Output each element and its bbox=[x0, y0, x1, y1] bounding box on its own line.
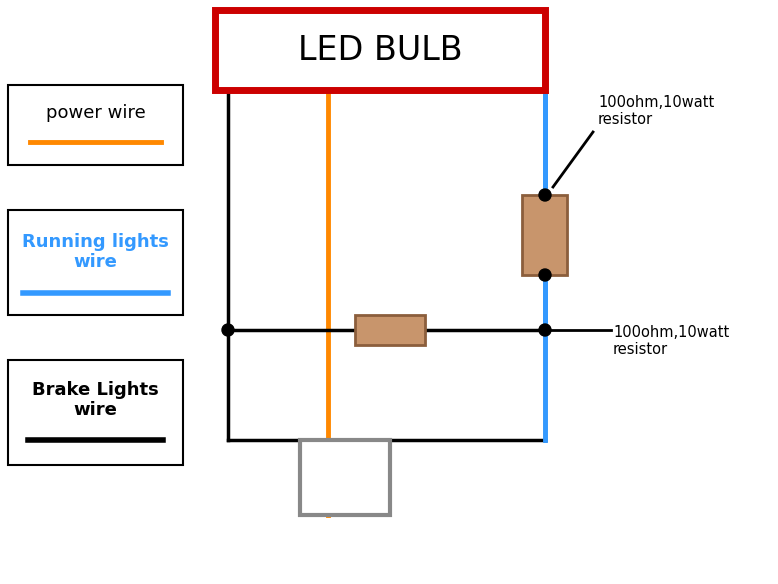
Bar bbox=[523, 195, 567, 275]
Circle shape bbox=[539, 269, 551, 281]
Bar bbox=[215, 10, 545, 90]
Text: Brake Lights
wire: Brake Lights wire bbox=[32, 381, 159, 419]
Text: 100ohm,10watt
resistor: 100ohm,10watt resistor bbox=[598, 95, 714, 127]
Text: LED BULB: LED BULB bbox=[298, 33, 462, 67]
Text: Running lights
wire: Running lights wire bbox=[22, 232, 169, 272]
Bar bbox=[8, 210, 183, 315]
Circle shape bbox=[222, 324, 234, 336]
Bar bbox=[300, 440, 390, 515]
Circle shape bbox=[539, 324, 551, 336]
Bar bbox=[355, 315, 425, 345]
Circle shape bbox=[539, 189, 551, 201]
Text: power wire: power wire bbox=[46, 104, 145, 122]
Text: 100ohm,10watt
resistor: 100ohm,10watt resistor bbox=[613, 325, 729, 357]
Bar bbox=[8, 85, 183, 165]
Bar bbox=[8, 360, 183, 465]
